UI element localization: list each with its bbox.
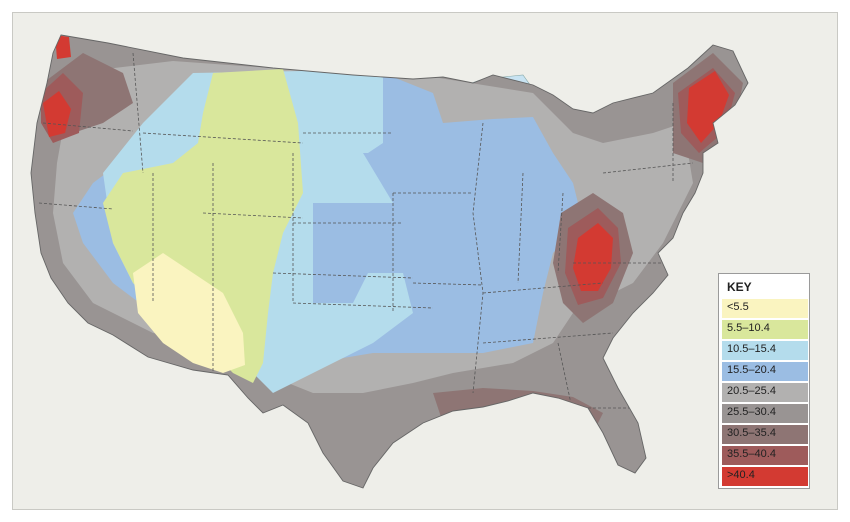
- key-swatch: [722, 467, 808, 486]
- zone-over-40-northeast: [687, 71, 729, 143]
- key-label: <5.5: [727, 301, 749, 313]
- key-swatch: [722, 383, 808, 402]
- border-ks-ok: [272, 272, 414, 279]
- key-title: KEY: [727, 280, 752, 294]
- key-label: >40.4: [727, 469, 755, 481]
- border-mt-wy: [142, 132, 304, 144]
- zone-10-15-dakotas: [303, 71, 383, 153]
- border-ky-tn: [482, 282, 604, 294]
- border-ok-tx: [292, 302, 434, 309]
- border-or-ca: [38, 202, 114, 210]
- key-label: 35.5–40.4: [727, 448, 776, 460]
- key-item: 35.5–40.4: [722, 446, 808, 465]
- key-item: <5.5: [722, 299, 808, 318]
- map-frame: KEY <5.5 5.5–10.4 10.5–15.4 15.5–20.4 20.5–2…: [12, 12, 838, 510]
- zone-over-40-appalachia: [573, 223, 613, 291]
- key-item: >40.4: [722, 467, 808, 486]
- key-swatch: [722, 425, 808, 444]
- state-borders: [38, 52, 694, 414]
- border-tn-al: [482, 332, 614, 344]
- zone-15-20-plains: [313, 213, 373, 303]
- key-item: 20.5–25.4: [722, 383, 808, 402]
- key-swatch: [722, 341, 808, 360]
- key-label: 10.5–15.4: [727, 343, 776, 355]
- zone-5-10: [103, 69, 303, 383]
- border-wa-or: [42, 122, 134, 132]
- choropleth-map: [30, 34, 749, 489]
- key-swatch: [722, 404, 808, 423]
- key-item: 15.5–20.4: [722, 362, 808, 381]
- border-id-mt: [132, 52, 144, 174]
- zone-over-40-olympic: [55, 35, 71, 59]
- us-outline: [30, 34, 749, 489]
- key-label: 15.5–20.4: [727, 364, 776, 376]
- key-item: 25.5–30.4: [722, 404, 808, 423]
- key-item: 10.5–15.4: [722, 341, 808, 360]
- key-swatch: [722, 362, 808, 381]
- border-mo-ar: [412, 282, 484, 286]
- key-label: 20.5–25.4: [727, 385, 776, 397]
- key-item: 5.5–10.4: [722, 320, 808, 339]
- key-label: 30.5–35.4: [727, 427, 776, 439]
- key-label: 25.5–30.4: [727, 406, 776, 418]
- border-al-ga: [557, 342, 574, 414]
- border-pa-ny: [602, 162, 694, 174]
- key-item: 30.5–35.4: [722, 425, 808, 444]
- key-swatch: [722, 320, 808, 339]
- border-oh-in: [557, 192, 564, 274]
- map-key: KEY <5.5 5.5–10.4 10.5–15.4 15.5–20.4 20.5–2…: [718, 273, 810, 489]
- zone-over-40-northwest: [43, 91, 71, 137]
- border-wy-co: [202, 212, 304, 219]
- map-zones: [31, 35, 748, 488]
- border-mississippi: [472, 122, 484, 394]
- key-swatch: [722, 299, 808, 318]
- zone-under-5: [133, 253, 245, 373]
- border-il-in: [517, 172, 524, 284]
- key-label: 5.5–10.4: [727, 322, 770, 334]
- key-swatch: [722, 446, 808, 465]
